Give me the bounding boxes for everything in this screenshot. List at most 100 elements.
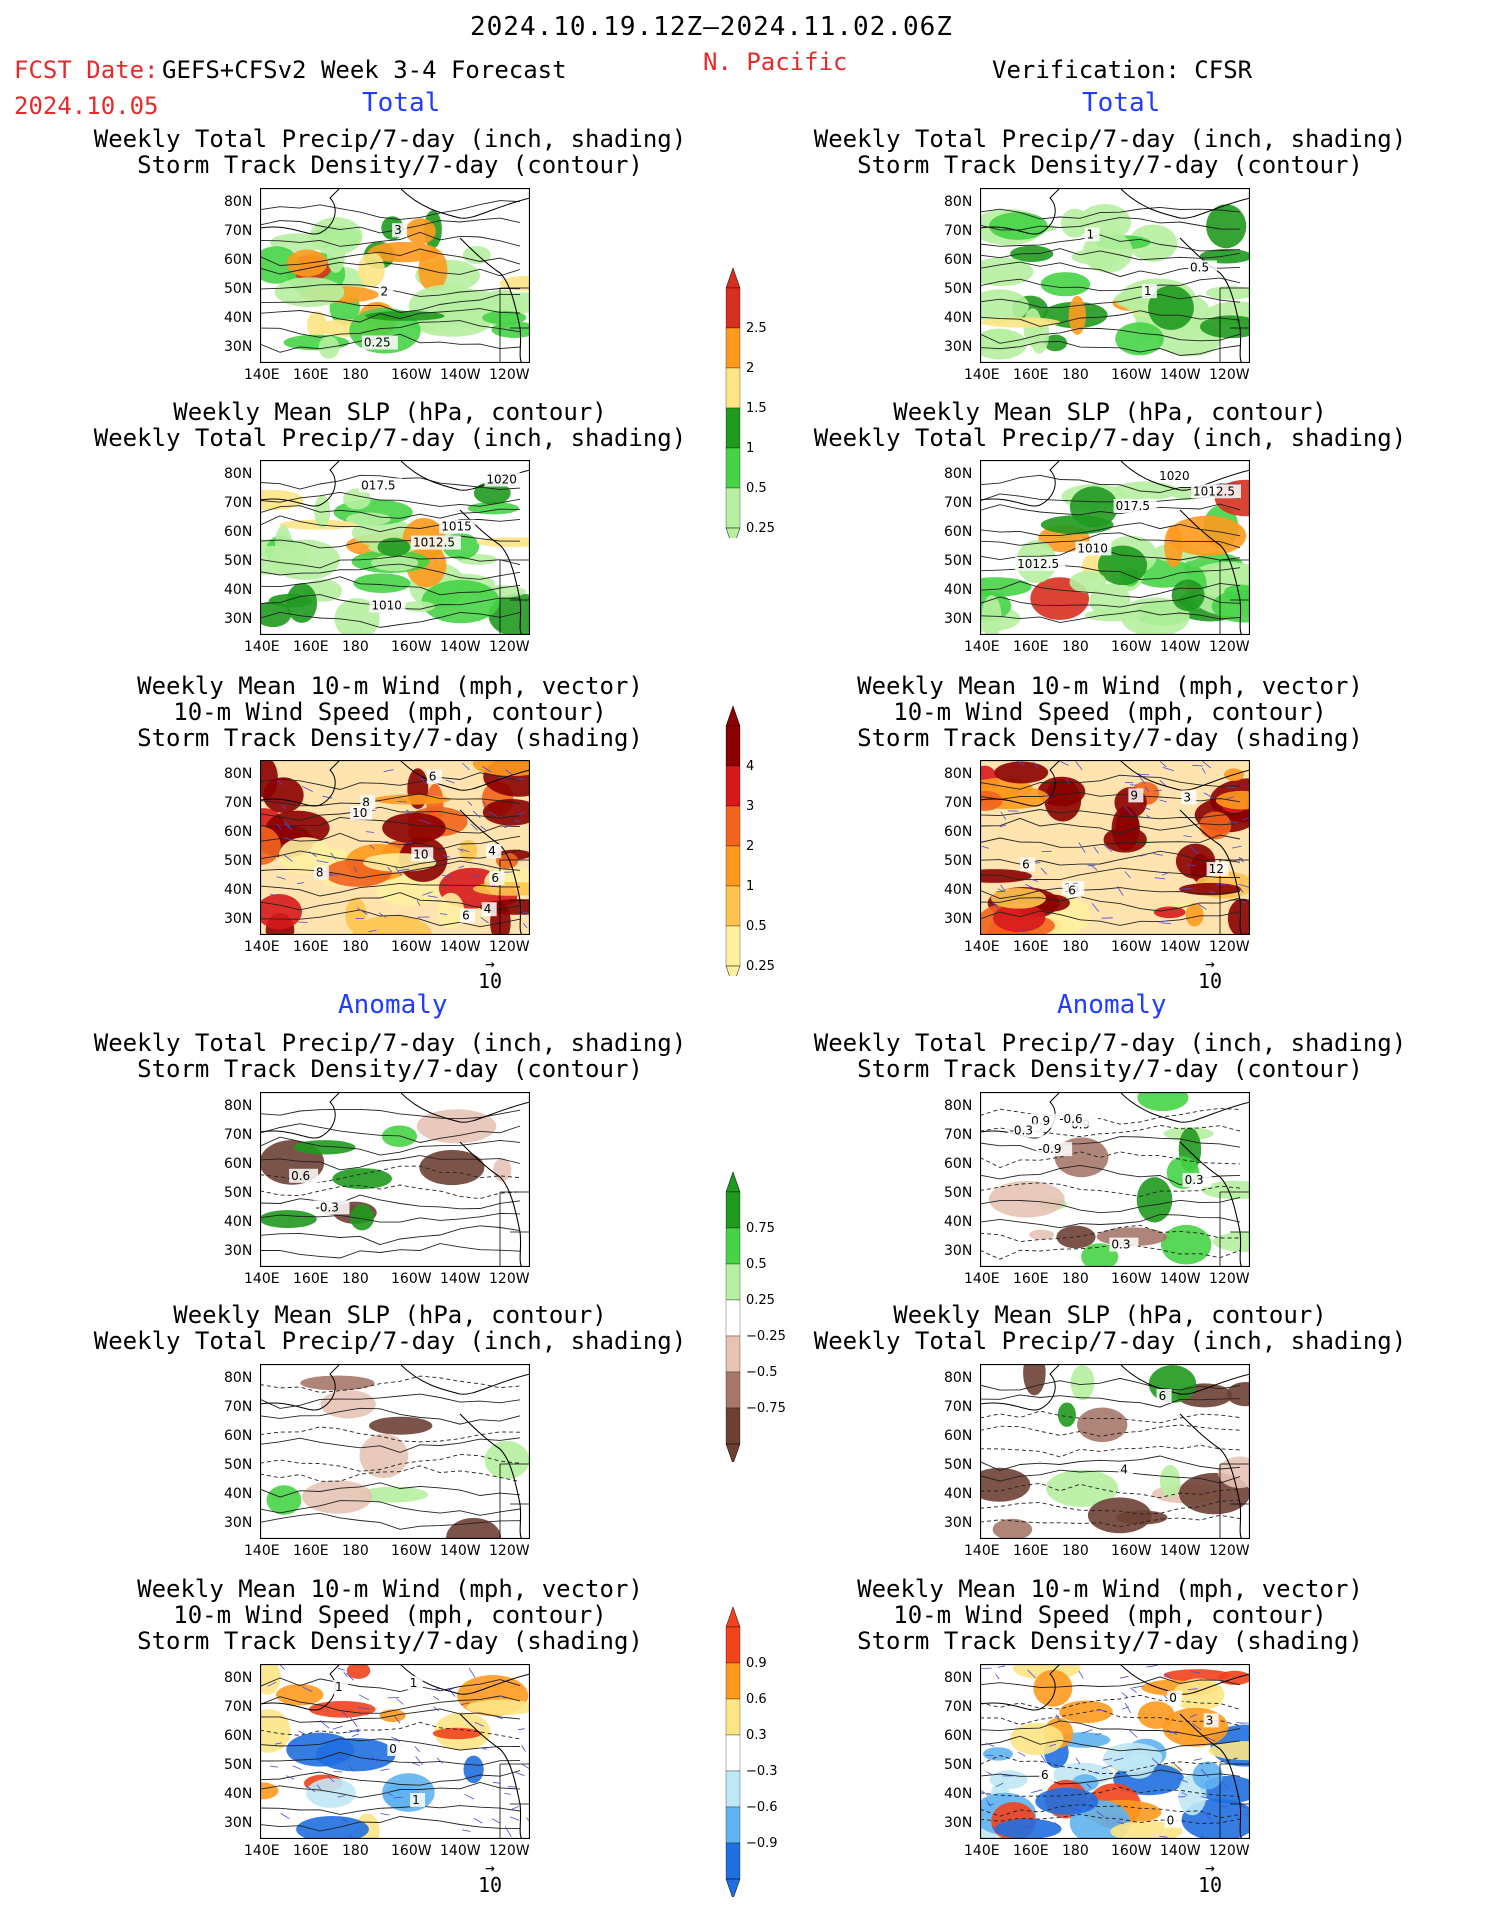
contour-line: [980, 1224, 1240, 1243]
contour-line: [260, 217, 521, 234]
wind-vector: [1221, 1782, 1230, 1789]
svg-text:1010: 1010: [1077, 541, 1108, 555]
wind-vector: [276, 876, 286, 880]
r1-right-title-line: Weekly Total Precip/7-day (inch, shading…: [813, 125, 1407, 153]
wind-vector: [406, 809, 412, 815]
shading-patch: [432, 1727, 482, 1740]
contour-line: [260, 1393, 521, 1409]
lon-tick-label: 160W: [391, 939, 432, 955]
wind-vector: [1187, 1688, 1198, 1690]
lon-tick-label: 120W: [1209, 639, 1250, 655]
model-label: GEFS+CFSv2 Week 3-4 Forecast: [162, 56, 567, 84]
colorbar-label: 0.9: [746, 1656, 767, 1671]
wind-vector: [403, 841, 413, 844]
svg-text:-0.9: -0.9: [1038, 1142, 1061, 1156]
shading-patch: [493, 1158, 512, 1182]
region-label: N. Pacific: [703, 48, 848, 76]
wind-vector: [316, 860, 329, 863]
lat-tick-label: 40N: [944, 310, 973, 326]
coastline-north-america: [459, 809, 523, 935]
wind-vector: [394, 866, 402, 877]
map-panel-r2_left: 1012.5 1015 1010 017.5 1020: [260, 460, 530, 635]
lon-tick-label: 140W: [440, 1271, 481, 1287]
lon-tick-label: 140W: [1160, 639, 1201, 655]
wind-vector: [507, 1786, 517, 1788]
colorbar-label: 0.5: [746, 481, 767, 496]
contour-line: [260, 806, 521, 821]
coastline-north-america: [1179, 1141, 1243, 1267]
arrow-right-icon: →: [485, 1858, 495, 1877]
svg-text:8: 8: [362, 795, 370, 809]
lat-tick-label: 70N: [224, 1127, 253, 1143]
coastline-north-america: [1179, 509, 1243, 635]
wind-vector: [1119, 1675, 1129, 1679]
lat-tick-label: 60N: [944, 524, 973, 540]
wind-vector: [281, 804, 287, 810]
contour-line: [980, 896, 1241, 912]
lat-tick-label: 70N: [224, 223, 253, 239]
contour-line: [980, 1676, 1241, 1688]
coastline-north-america: [459, 237, 523, 363]
contour-line: [980, 1514, 1241, 1528]
contour-label: 017.5: [1113, 498, 1157, 513]
lat-tick-label: 50N: [944, 1757, 973, 1773]
contour-line: [260, 1184, 521, 1200]
colorbar-label: 1: [746, 441, 754, 456]
wind-vector: [1130, 1687, 1137, 1694]
colorbar-segment: [725, 925, 741, 967]
coastline-alaska: [399, 1092, 530, 1123]
colorbar-label: 3: [746, 799, 754, 814]
wind-vector: [1049, 1743, 1057, 1747]
colorbar-segment: [725, 367, 741, 409]
wind-vector: [1198, 903, 1207, 910]
wind-vector: [464, 1793, 475, 1800]
lon-tick-label: 140W: [440, 639, 481, 655]
lat-tick-label: 70N: [224, 1399, 253, 1415]
shading-patch: [1068, 295, 1086, 335]
colorbar-segment: [725, 885, 741, 927]
wind-vector: [491, 1818, 501, 1824]
section-total-left: Total: [362, 88, 441, 118]
colorbar-label: 0.25: [746, 521, 775, 536]
map-panel-r6_left: 0 1 1 1: [260, 1664, 530, 1839]
shading-patch: [343, 488, 371, 510]
colorbar-segment: [725, 1698, 741, 1736]
wind-vector: [1200, 1796, 1210, 1800]
contour-line: [980, 206, 1241, 220]
wind-vector: [1181, 887, 1193, 890]
wind-vector: [1159, 799, 1167, 803]
arrow-right-icon: →: [1205, 1858, 1215, 1877]
colorbar-segment: [725, 1407, 741, 1445]
map-panel-r1_right: 10.51: [980, 188, 1250, 363]
svg-text:017.5: 017.5: [361, 478, 395, 492]
shading-patch: [1175, 843, 1216, 879]
contour-line: [980, 1377, 1241, 1391]
colorbar-cap: [725, 527, 741, 538]
wind-vector: [267, 1681, 277, 1687]
wind-vector: [337, 1667, 345, 1671]
r2-left-title-line: Weekly Total Precip/7-day (inch, shading…: [93, 424, 687, 452]
svg-text:6: 6: [1041, 1768, 1049, 1782]
svg-text:0.5: 0.5: [1190, 260, 1209, 274]
wind-vector: [422, 891, 433, 896]
contour-line: [980, 774, 1241, 790]
shading-patch: [1110, 1821, 1183, 1839]
contour-line: [260, 1453, 521, 1472]
contour-line: [260, 1465, 521, 1483]
contour-label: 1: [1084, 227, 1100, 242]
contour-line: [260, 1770, 521, 1786]
coastline-asia: [980, 1364, 1061, 1411]
wind-vector: [457, 848, 464, 852]
contour-label: 1: [1141, 284, 1157, 299]
shading-patch: [981, 595, 1002, 635]
contour-line: [260, 1225, 521, 1246]
contour-line: [260, 1123, 521, 1143]
wind-vector: [482, 800, 489, 809]
wind-vector: [1000, 811, 1007, 820]
contour-line: [980, 1196, 1241, 1214]
coastline-alaska: [1119, 760, 1250, 791]
shading-patch: [332, 1168, 392, 1190]
svg-text:6: 6: [1022, 858, 1030, 872]
lon-tick-label: 120W: [489, 939, 530, 955]
